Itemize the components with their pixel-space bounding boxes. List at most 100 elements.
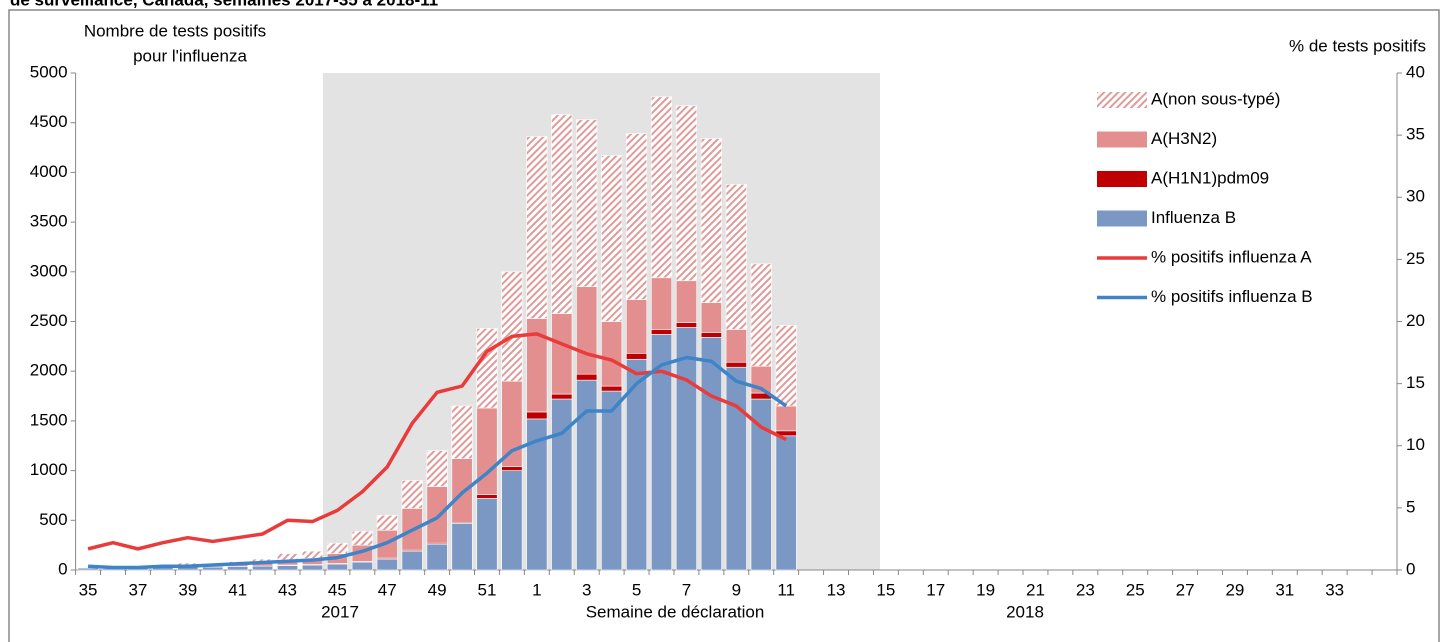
bar-segment [526,411,548,420]
bar-segment [451,522,473,571]
x-tick-label: 21 [1026,580,1045,599]
year-label: 2017 [321,602,359,621]
legend-swatch [1097,92,1147,108]
y2-tick-label: 40 [1406,62,1425,81]
x-tick-label: 13 [827,580,846,599]
x-tick-label: 9 [732,580,741,599]
bar-segment [626,133,648,300]
y2-tick-label: 30 [1406,187,1425,206]
bar-segment [351,530,373,546]
bar-segment [725,184,747,330]
bar-segment [501,466,523,471]
bar-segment [750,398,772,571]
bar-segment [601,321,623,387]
bar-segment [626,299,648,354]
x-tick-label: 1 [532,580,541,599]
legend-swatch [1097,131,1147,148]
x-tick-label: 31 [1275,580,1294,599]
bar-segment [675,280,697,323]
y2-axis-title: % de tests positifs [1289,36,1426,55]
bar-segment [426,486,448,544]
legend-swatch [1097,171,1147,187]
x-tick-label: 19 [976,580,995,599]
bar-segment [326,542,348,554]
bar-segment [401,550,423,571]
bar-segment [202,566,224,571]
bar-segment [376,558,398,571]
bar-segment [476,407,498,495]
x-tick-label: 7 [682,580,691,599]
x-tick-label: 45 [328,580,347,599]
x-tick-label: 35 [79,580,98,599]
y-tick-label: 1000 [30,460,68,479]
bar-segment [326,563,348,571]
bar-segment [426,543,448,571]
bar-segment [376,515,398,531]
bar-segment [301,550,323,559]
bar-segment [576,379,598,571]
line-series [87,332,787,551]
bar-segment [601,390,623,571]
x-tick-label: 37 [128,580,147,599]
x-tick-label: 3 [582,580,591,599]
y-tick-label: 3500 [30,212,68,231]
y2-tick-label: 10 [1406,435,1425,454]
bar-segment [227,566,249,571]
bar-segment [775,405,797,432]
legend-label: % positifs influenza A [1151,247,1312,266]
y2-tick-label: 35 [1406,125,1425,144]
bar-segment [476,494,498,499]
bar-segment [277,565,299,571]
x-tick-label: 15 [876,580,895,599]
x-tick-label: 47 [378,580,397,599]
x-tick-label: 23 [1076,580,1095,599]
x-tick-label: 5 [632,580,641,599]
bar-segment [725,329,747,363]
bar-segment [775,325,797,407]
x-tick-label: 11 [777,580,795,599]
bar-segment [476,328,498,409]
y-tick-label: 3000 [30,261,68,280]
bar-segment [675,322,697,328]
y-tick-label: 2000 [30,361,68,380]
y2-tick-label: 20 [1406,311,1425,330]
line-series [87,355,788,570]
y-tick-label: 4500 [30,112,68,131]
bar-segment [675,105,697,282]
bar-segment [351,561,373,571]
bar-segment [301,564,323,571]
bar-segment [551,393,573,400]
y-tick-label: 2500 [30,311,68,330]
y2-tick-label: 0 [1406,559,1415,578]
y-axis-title: pour l'influenza [133,46,247,65]
bar-segment [750,263,772,367]
bar-segment [451,458,473,523]
bar-segment [775,435,797,571]
bar-segment [700,332,722,338]
bar-segment [675,327,697,571]
bar-segment [700,337,722,571]
x-tick-label: 51 [478,580,497,599]
chart-title: de surveillance, Canada, semaines 2017-3… [10,0,438,9]
bar-segment [601,385,623,392]
legend-label: % positifs influenza B [1151,287,1313,306]
bar-segment [451,405,473,459]
bar-segment [501,380,523,467]
x-tick-label: 27 [1176,580,1195,599]
y-axis-title: Nombre de tests positifs [84,21,266,40]
y-tick-label: 500 [39,510,67,529]
bar-segment [501,271,523,382]
legend-swatch [1097,210,1147,227]
y-tick-label: 4000 [30,162,68,181]
x-tick-label: 41 [228,580,247,599]
y2-tick-label: 25 [1406,249,1425,268]
bar-segment [650,277,673,330]
bar-segment [501,470,523,571]
y2-tick-label: 5 [1406,497,1415,516]
bar-segment [700,302,722,333]
year-label: 2018 [1006,602,1044,621]
bar-segment [526,136,548,319]
bar-segment [576,373,598,381]
